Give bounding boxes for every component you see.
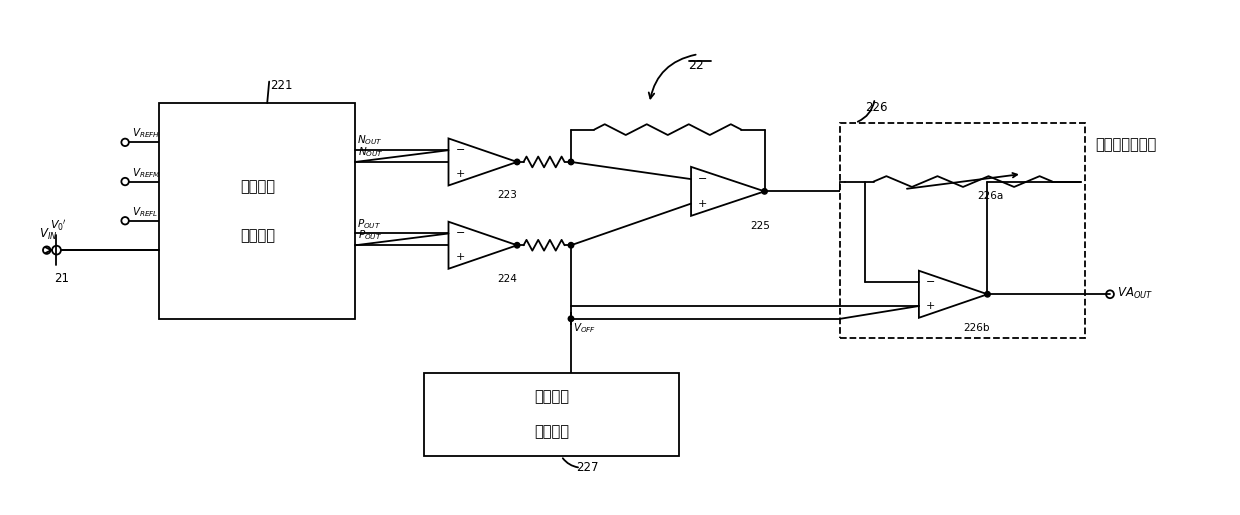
Text: −: −	[698, 174, 707, 184]
Text: $V_{OFF}$: $V_{OFF}$	[573, 322, 596, 335]
Circle shape	[515, 159, 520, 165]
Text: +: +	[455, 169, 465, 179]
Circle shape	[761, 188, 768, 194]
Text: +: +	[455, 252, 465, 262]
Circle shape	[985, 291, 991, 297]
Bar	[841, 123, 1085, 338]
Text: $N_{OUT}$: $N_{OUT}$	[357, 133, 383, 147]
Text: $P_{OUT}$: $P_{OUT}$	[358, 229, 382, 243]
Text: −: −	[926, 278, 935, 287]
Text: 可变增益放大器: 可变增益放大器	[1095, 138, 1157, 152]
Text: 223: 223	[497, 191, 517, 200]
Text: 三次分量: 三次分量	[239, 179, 275, 194]
Text: $VA_{OUT}$: $VA_{OUT}$	[1117, 286, 1153, 301]
Text: 224: 224	[497, 273, 517, 284]
Text: −: −	[455, 229, 465, 238]
Circle shape	[515, 243, 520, 248]
Text: 22: 22	[688, 59, 704, 72]
Bar	[424, 373, 678, 456]
Text: 225: 225	[750, 221, 770, 231]
Text: $P_{OUT}$: $P_{OUT}$	[357, 217, 382, 231]
Text: $V_{REFL}$: $V_{REFL}$	[131, 205, 159, 219]
Circle shape	[568, 243, 574, 248]
Text: 恒定电压: 恒定电压	[534, 389, 569, 404]
Text: $V_0{'}$: $V_0{'}$	[50, 218, 67, 232]
Circle shape	[568, 316, 574, 321]
Text: 226: 226	[866, 101, 888, 114]
Text: 21: 21	[55, 272, 69, 285]
Text: $V_{REFM}$: $V_{REFM}$	[131, 166, 161, 180]
Bar	[160, 103, 356, 319]
Text: 226b: 226b	[963, 323, 990, 333]
Text: 227: 227	[575, 461, 599, 474]
Text: $V_{IN}$: $V_{IN}$	[38, 227, 57, 243]
Text: 产生电路: 产生电路	[534, 424, 569, 439]
Text: 221: 221	[270, 79, 293, 92]
Text: +: +	[698, 199, 707, 209]
Text: +: +	[926, 301, 935, 311]
Text: −: −	[455, 145, 465, 155]
Text: $V_{REFH}$: $V_{REFH}$	[131, 127, 160, 141]
Circle shape	[568, 159, 574, 165]
Text: $N_{OUT}$: $N_{OUT}$	[358, 145, 384, 159]
Text: 产生电路: 产生电路	[239, 228, 275, 243]
Text: 226a: 226a	[977, 192, 1004, 201]
